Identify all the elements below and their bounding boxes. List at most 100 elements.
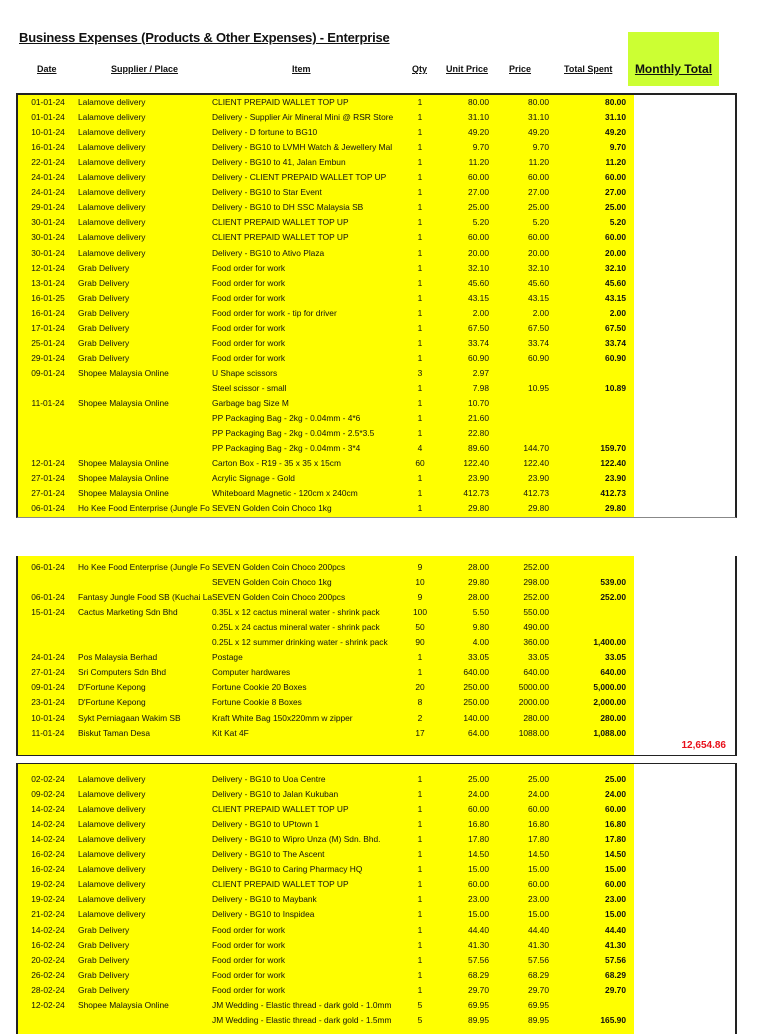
cell-qty[interactable]: 1 [417,954,423,965]
cell-supplier[interactable]: Lalamove delivery [78,172,146,183]
cell-qty[interactable]: 100 [413,607,427,618]
cell-date[interactable]: 09-02-24 [31,789,65,800]
cell-date[interactable]: 30-01-24 [31,232,65,243]
cell-total-spent[interactable]: 539.00 [600,577,626,588]
cell-item[interactable]: Delivery - BG10 to 41, Jalan Embun [212,157,346,168]
cell-unit-price[interactable]: 57.56 [468,954,489,965]
cell-item[interactable]: CLIENT PREPAID WALLET TOP UP [212,232,349,243]
cell-item[interactable]: Fortune Cookie 8 Boxes [212,697,302,708]
cell-item[interactable]: Delivery - CLIENT PREPAID WALLET TOP UP [212,172,387,183]
cell-unit-price[interactable]: 29.70 [468,984,489,995]
cell-qty[interactable]: 1 [417,473,423,484]
cell-item[interactable]: JM Wedding - Elastic thread - dark gold … [212,999,392,1010]
cell-total-spent[interactable]: 2.00 [609,307,626,318]
cell-price[interactable]: 27.00 [528,187,549,198]
cell-price[interactable]: 412.73 [523,488,549,499]
cell-date[interactable]: 06-01-24 [31,562,65,572]
cell-qty[interactable]: 50 [415,622,425,633]
cell-item[interactable]: Food order for work - tip for driver [212,307,337,318]
cell-unit-price[interactable]: 29.80 [468,503,489,514]
cell-unit-price[interactable]: 640.00 [463,667,489,678]
cell-supplier[interactable]: Lalamove delivery [78,864,146,875]
cell-supplier[interactable]: Grab Delivery [78,292,130,303]
cell-qty[interactable]: 10 [415,577,425,588]
cell-qty[interactable]: 5 [417,999,423,1010]
cell-unit-price[interactable]: 7.98 [472,382,489,393]
cell-supplier[interactable]: Grab Delivery [78,352,130,363]
cell-item[interactable]: Food order for work [212,337,286,348]
cell-item[interactable]: Steel scissor - small [212,382,287,393]
cell-total-spent[interactable]: 60.00 [605,172,626,183]
cell-unit-price[interactable]: 49.20 [468,127,489,138]
cell-qty[interactable]: 1 [417,488,423,499]
cell-unit-price[interactable]: 140.00 [463,712,489,723]
cell-date[interactable]: 19-02-24 [31,894,65,905]
cell-total-spent[interactable]: 5.20 [609,217,626,228]
cell-date[interactable]: 24-01-24 [31,187,65,198]
cell-item[interactable]: Food order for work [212,277,286,288]
cell-supplier[interactable]: Lalamove delivery [78,247,146,258]
cell-supplier[interactable]: Lalamove delivery [78,789,146,800]
cell-date[interactable]: 14-02-24 [31,804,65,815]
cell-price[interactable]: 14.50 [528,849,549,860]
cell-qty[interactable]: 1 [417,774,423,784]
cell-unit-price[interactable]: 5.50 [472,607,489,618]
cell-date[interactable]: 16-02-24 [31,864,65,875]
cell-date[interactable]: 21-02-24 [31,909,65,920]
cell-qty[interactable]: 1 [417,789,423,800]
cell-total-spent[interactable]: 80.00 [605,97,626,107]
cell-item[interactable]: 0.35L x 12 cactus mineral water - shrink… [212,607,380,618]
cell-unit-price[interactable]: 15.00 [468,864,489,875]
cell-price[interactable]: 41.30 [528,939,549,950]
cell-date[interactable]: 29-01-24 [31,352,65,363]
cell-qty[interactable]: 2 [417,712,423,723]
cell-item[interactable]: 0.25L x 12 summer drinking water - shrin… [212,637,388,648]
cell-supplier[interactable]: Shopee Malaysia Online [78,398,169,408]
cell-price[interactable]: 43.15 [528,292,549,303]
cell-price[interactable]: 25.00 [528,774,549,784]
cell-unit-price[interactable]: 45.60 [468,277,489,288]
cell-total-spent[interactable]: 1,088.00 [593,727,626,738]
cell-price[interactable]: 60.00 [528,172,549,183]
cell-total-spent[interactable]: 15.00 [605,864,626,875]
cell-qty[interactable]: 1 [417,939,423,950]
cell-item[interactable]: Delivery - BG10 to Inspidea [212,909,315,920]
cell-price[interactable]: 298.00 [523,577,549,588]
cell-qty[interactable]: 1 [417,428,423,439]
cell-total-spent[interactable]: 67.50 [605,322,626,333]
cell-supplier[interactable]: Lalamove delivery [78,112,146,123]
cell-item[interactable]: 0.25L x 24 cactus mineral water - shrink… [212,622,380,633]
cell-date[interactable]: 24-01-24 [31,652,65,663]
cell-total-spent[interactable]: 10.89 [605,382,626,393]
cell-qty[interactable]: 1 [417,879,423,890]
cell-total-spent[interactable]: 60.90 [605,352,626,363]
cell-item[interactable]: Delivery - BG10 to Jalan Kukuban [212,789,339,800]
cell-item[interactable]: Food order for work [212,924,286,935]
cell-date[interactable]: 02-02-24 [31,774,65,784]
cell-date[interactable]: 10-01-24 [31,712,65,723]
cell-supplier[interactable]: Grab Delivery [78,337,130,348]
cell-unit-price[interactable]: 23.00 [468,894,489,905]
cell-price[interactable]: 60.00 [528,232,549,243]
cell-total-spent[interactable]: 49.20 [605,127,626,138]
cell-total-spent[interactable]: 252.00 [600,592,626,603]
cell-date[interactable]: 28-02-24 [31,984,65,995]
cell-unit-price[interactable]: 25.00 [468,202,489,213]
cell-supplier[interactable]: Sri Computers Sdn Bhd [78,667,166,678]
cell-date[interactable]: 09-01-24 [31,682,65,693]
cell-supplier[interactable]: Shopee Malaysia Online [78,488,169,499]
cell-item[interactable]: Kraft White Bag 150x220mm w zipper [212,712,353,723]
cell-item[interactable]: Food order for work [212,984,286,995]
cell-unit-price[interactable]: 60.00 [468,804,489,815]
cell-supplier[interactable]: Grab Delivery [78,924,130,935]
cell-item[interactable]: Fortune Cookie 20 Boxes [212,682,307,693]
cell-unit-price[interactable]: 21.60 [468,413,489,424]
cell-supplier[interactable]: Pos Malaysia Berhad [78,652,158,663]
cell-total-spent[interactable]: 9.70 [609,142,626,153]
cell-supplier[interactable]: Lalamove delivery [78,142,146,153]
cell-item[interactable]: PP Packaging Bag - 2kg - 0.04mm - 4*6 [212,413,361,424]
cell-price[interactable]: 24.00 [528,789,549,800]
cell-date[interactable]: 01-01-24 [31,112,65,123]
cell-total-spent[interactable]: 159.70 [600,443,626,454]
cell-total-spent[interactable]: 60.00 [605,879,626,890]
